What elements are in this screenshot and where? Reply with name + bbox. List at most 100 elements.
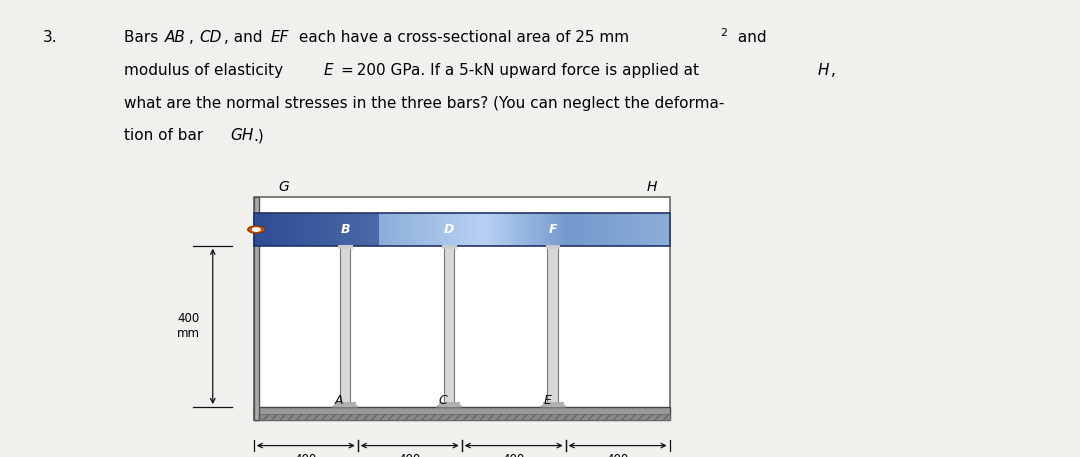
Bar [586,213,592,246]
Bar [611,213,617,246]
Bar [333,213,338,246]
Bar [444,246,454,407]
Bar [599,213,604,246]
Bar [346,213,351,246]
Text: tion of bar: tion of bar [124,128,208,143]
Bar [258,213,264,246]
Text: 400
mm: 400 mm [399,453,421,457]
Bar [433,213,437,246]
Text: EF: EF [271,30,289,45]
Bar [316,213,322,246]
Text: Bars: Bars [124,30,163,45]
Bar [416,213,421,246]
Bar [544,213,550,246]
Bar [578,213,583,246]
Text: AB: AB [165,30,186,45]
Bar [254,407,670,420]
Bar [512,213,517,246]
Bar [554,246,558,407]
Bar [407,213,413,246]
Bar [562,213,567,246]
Bar [490,213,496,246]
Bar [274,213,280,246]
Bar [420,213,426,246]
Bar [292,213,296,246]
Bar [337,213,342,246]
Bar [254,213,259,246]
Bar [470,213,475,246]
Bar [357,213,363,246]
Bar [335,402,355,407]
Text: modulus of elasticity: modulus of elasticity [124,63,288,78]
Bar [665,213,671,246]
Bar [591,213,596,246]
Text: each have a cross-sectional area of 25 mm: each have a cross-sectional area of 25 m… [294,30,629,45]
Bar [607,213,612,246]
Bar [283,213,288,246]
Bar [341,213,347,246]
Text: 400
mm: 400 mm [502,453,525,457]
Bar [503,213,509,246]
Bar [454,213,459,246]
Bar [441,213,446,246]
Bar [353,213,359,246]
Text: H: H [818,63,829,78]
Bar [465,213,471,246]
Bar [553,213,558,246]
Bar [462,213,467,246]
Text: ,: , [831,63,836,78]
Bar [445,213,450,246]
Circle shape [247,226,265,233]
Bar [350,213,354,246]
Bar [543,402,564,407]
Text: B: B [340,223,350,236]
Bar [595,213,600,246]
Bar [338,245,352,249]
Bar [624,213,629,246]
Bar [395,213,401,246]
Bar [620,213,625,246]
Bar [254,197,259,420]
Bar [303,213,309,246]
Bar [442,245,457,249]
Bar [516,213,521,246]
Bar [387,213,392,246]
Text: A: A [335,394,343,407]
Text: 400
mm: 400 mm [606,453,630,457]
Bar [537,213,542,246]
Polygon shape [540,403,566,407]
Bar [400,213,405,246]
Bar [632,213,637,246]
Bar [339,246,350,407]
Text: H: H [647,180,657,194]
Bar [629,213,633,246]
Bar [411,213,417,246]
Bar [499,213,504,246]
Bar [370,213,376,246]
Bar [382,213,388,246]
Text: CD: CD [200,30,222,45]
Bar [545,245,561,249]
Bar [566,213,571,246]
Bar [366,213,372,246]
Bar [279,213,284,246]
Bar [287,213,293,246]
Text: GH: GH [230,128,254,143]
Text: F: F [549,223,557,236]
Bar [474,213,480,246]
Bar [404,213,408,246]
Bar [519,213,525,246]
Bar [657,213,662,246]
Bar [324,213,329,246]
Text: E: E [324,63,334,78]
Bar [528,213,534,246]
Bar [328,213,334,246]
Bar [312,213,318,246]
Bar [362,213,367,246]
Bar [308,213,313,246]
Text: 3.: 3. [43,30,58,45]
Bar [254,197,670,420]
Bar [375,213,380,246]
Polygon shape [333,403,359,407]
Bar [645,213,650,246]
